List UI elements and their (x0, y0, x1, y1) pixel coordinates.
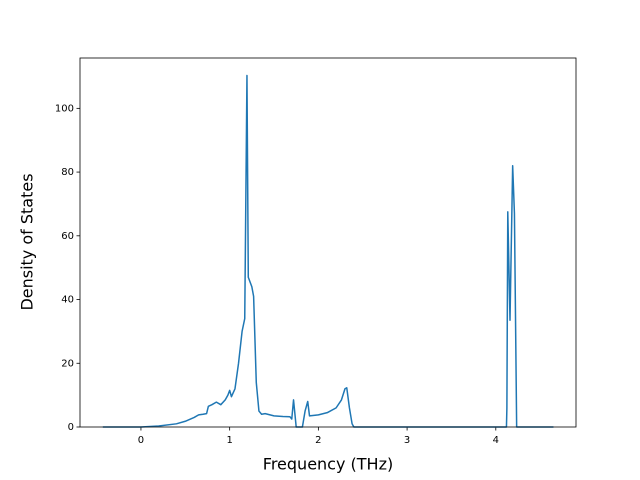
y-tick-label: 0 (68, 422, 74, 433)
y-tick-label: 80 (61, 167, 74, 178)
x-tick-label: 4 (493, 435, 499, 446)
x-axis-title: Frequency (THz) (263, 455, 393, 474)
y-tick-label: 100 (55, 103, 74, 114)
x-tick-label: 1 (226, 435, 232, 446)
x-tick-label: 3 (404, 435, 410, 446)
x-tick-label: 2 (315, 435, 321, 446)
y-axis-title: Density of States (18, 173, 37, 310)
x-tick-label: 0 (138, 435, 144, 446)
y-tick-label: 40 (61, 295, 74, 306)
y-tick-label: 20 (61, 358, 74, 369)
line-series (102, 74, 554, 428)
y-tick-label: 60 (61, 231, 74, 242)
plot-frame (79, 57, 577, 428)
